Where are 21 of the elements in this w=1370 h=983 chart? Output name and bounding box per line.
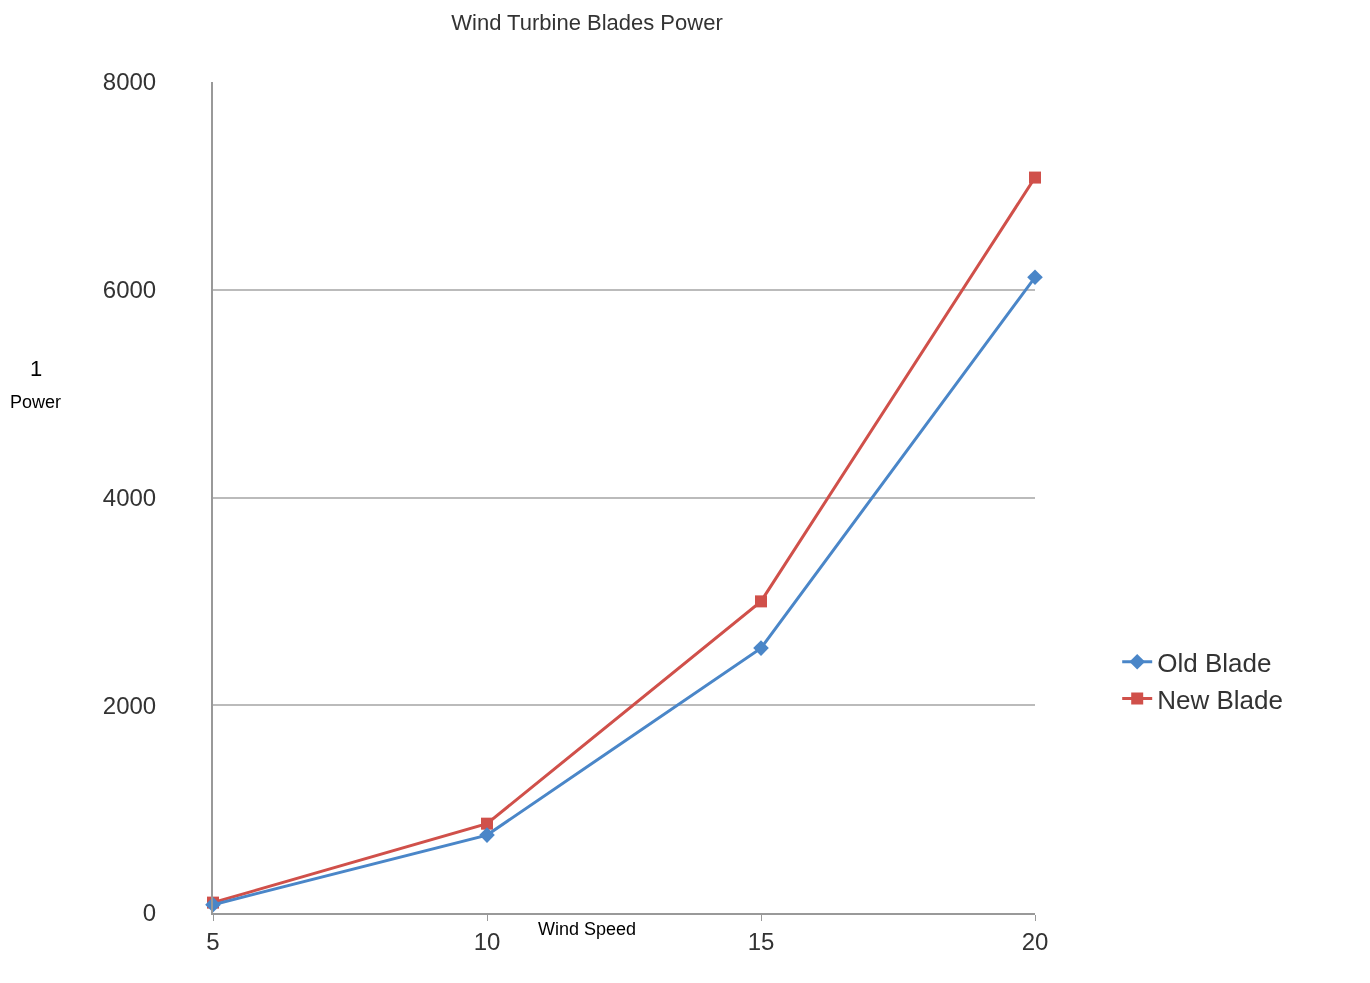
y-tick-label: 8000 — [102, 68, 157, 96]
legend-label: New Blade — [1157, 684, 1283, 715]
x-tick-label: 10 — [473, 927, 501, 955]
point — [1029, 171, 1041, 184]
point — [479, 827, 495, 843]
x-axis-title: Wind Speed — [538, 919, 637, 939]
y-tick-label: 6000 — [102, 276, 157, 304]
legend-label: Old Blade — [1157, 647, 1272, 678]
point — [1027, 269, 1043, 286]
x-tick-label: 20 — [1021, 927, 1049, 955]
point — [753, 640, 769, 656]
x-tick-label: 15 — [747, 927, 775, 955]
text: 1 — [30, 356, 43, 381]
y-axis-title: Power — [10, 392, 62, 412]
point — [481, 817, 493, 830]
y-tick-label: 4000 — [102, 483, 157, 511]
y-tick-label: 0 — [142, 899, 157, 927]
chart-title: Wind Turbine Blades Power — [451, 10, 723, 36]
x-tick-label: 5 — [206, 927, 220, 955]
point — [755, 595, 767, 608]
y-tick-label: 2000 — [102, 691, 157, 719]
